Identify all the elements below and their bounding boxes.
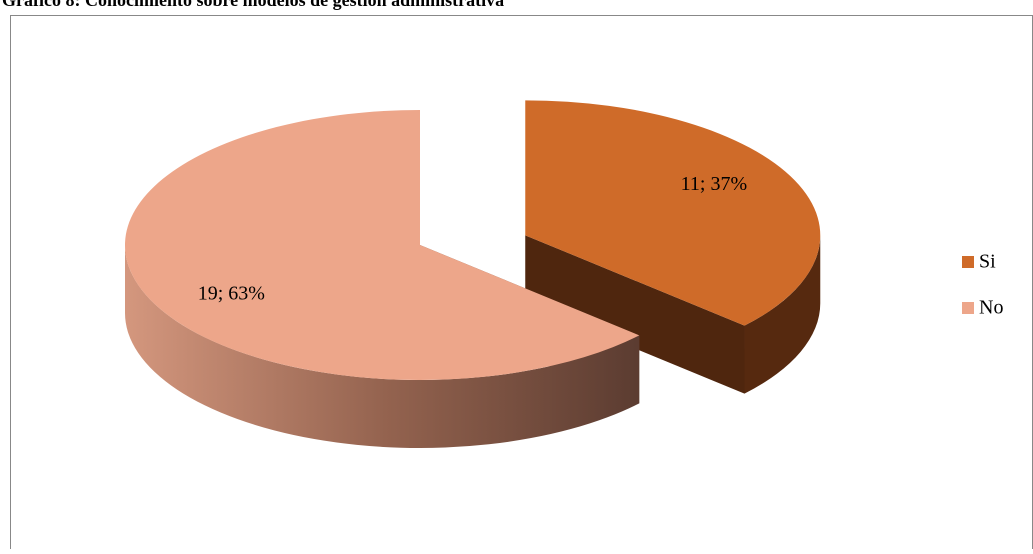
slice-top — [525, 100, 821, 326]
slice — [124, 110, 640, 449]
slice-side — [525, 235, 745, 394]
slice-top — [124, 110, 640, 381]
legend-label: Si — [979, 251, 996, 273]
data-label: 11; 37% — [681, 173, 747, 195]
legend-swatch — [962, 256, 974, 268]
legend: Si No — [962, 251, 1003, 319]
legend-label: No — [979, 297, 1003, 319]
legend-swatch — [962, 302, 974, 314]
pie: 11; 37% 19; 63% — [124, 100, 821, 449]
chart-title: Gráfico 8: Conocimiento sobre modelos de… — [2, 0, 504, 10]
data-label: 19; 63% — [198, 283, 265, 305]
slice-wall — [125, 245, 640, 449]
slice-wall — [744, 235, 821, 394]
slice — [525, 100, 821, 394]
